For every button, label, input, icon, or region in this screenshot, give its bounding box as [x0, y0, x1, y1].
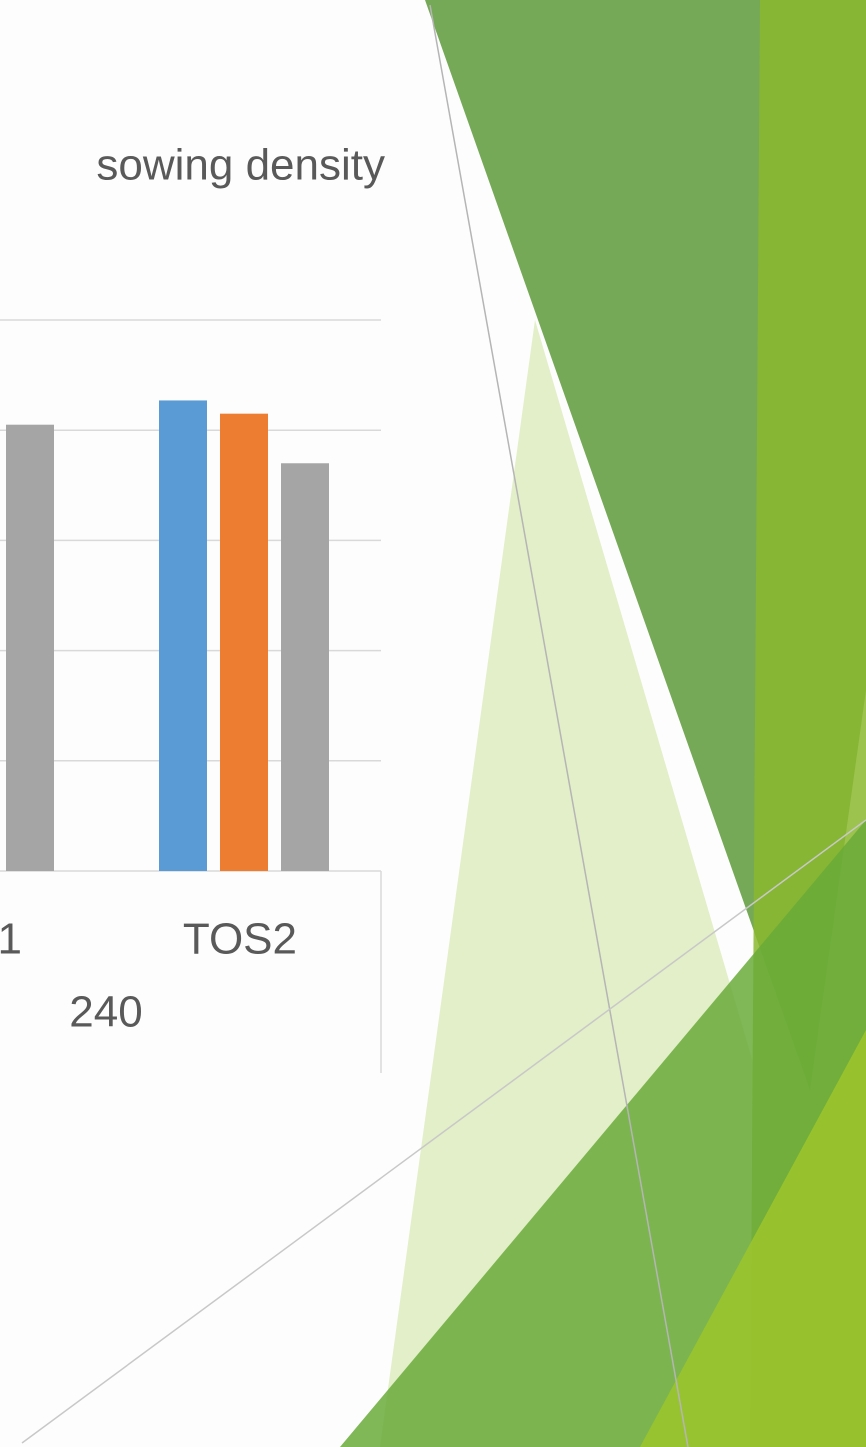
group-label: 240 — [69, 988, 142, 1037]
chart-title: sowing density — [96, 141, 385, 190]
x-tick-label: TOS2 — [183, 915, 297, 964]
bar — [220, 413, 268, 871]
x-tick-label: 1 — [0, 915, 22, 964]
decor-shape — [640, 1030, 866, 1447]
bar — [159, 400, 207, 871]
bar — [281, 463, 329, 871]
decoration — [21, 0, 866, 1447]
bar — [6, 424, 54, 871]
decor-line — [429, 4, 689, 1447]
decor-line — [21, 819, 866, 1444]
